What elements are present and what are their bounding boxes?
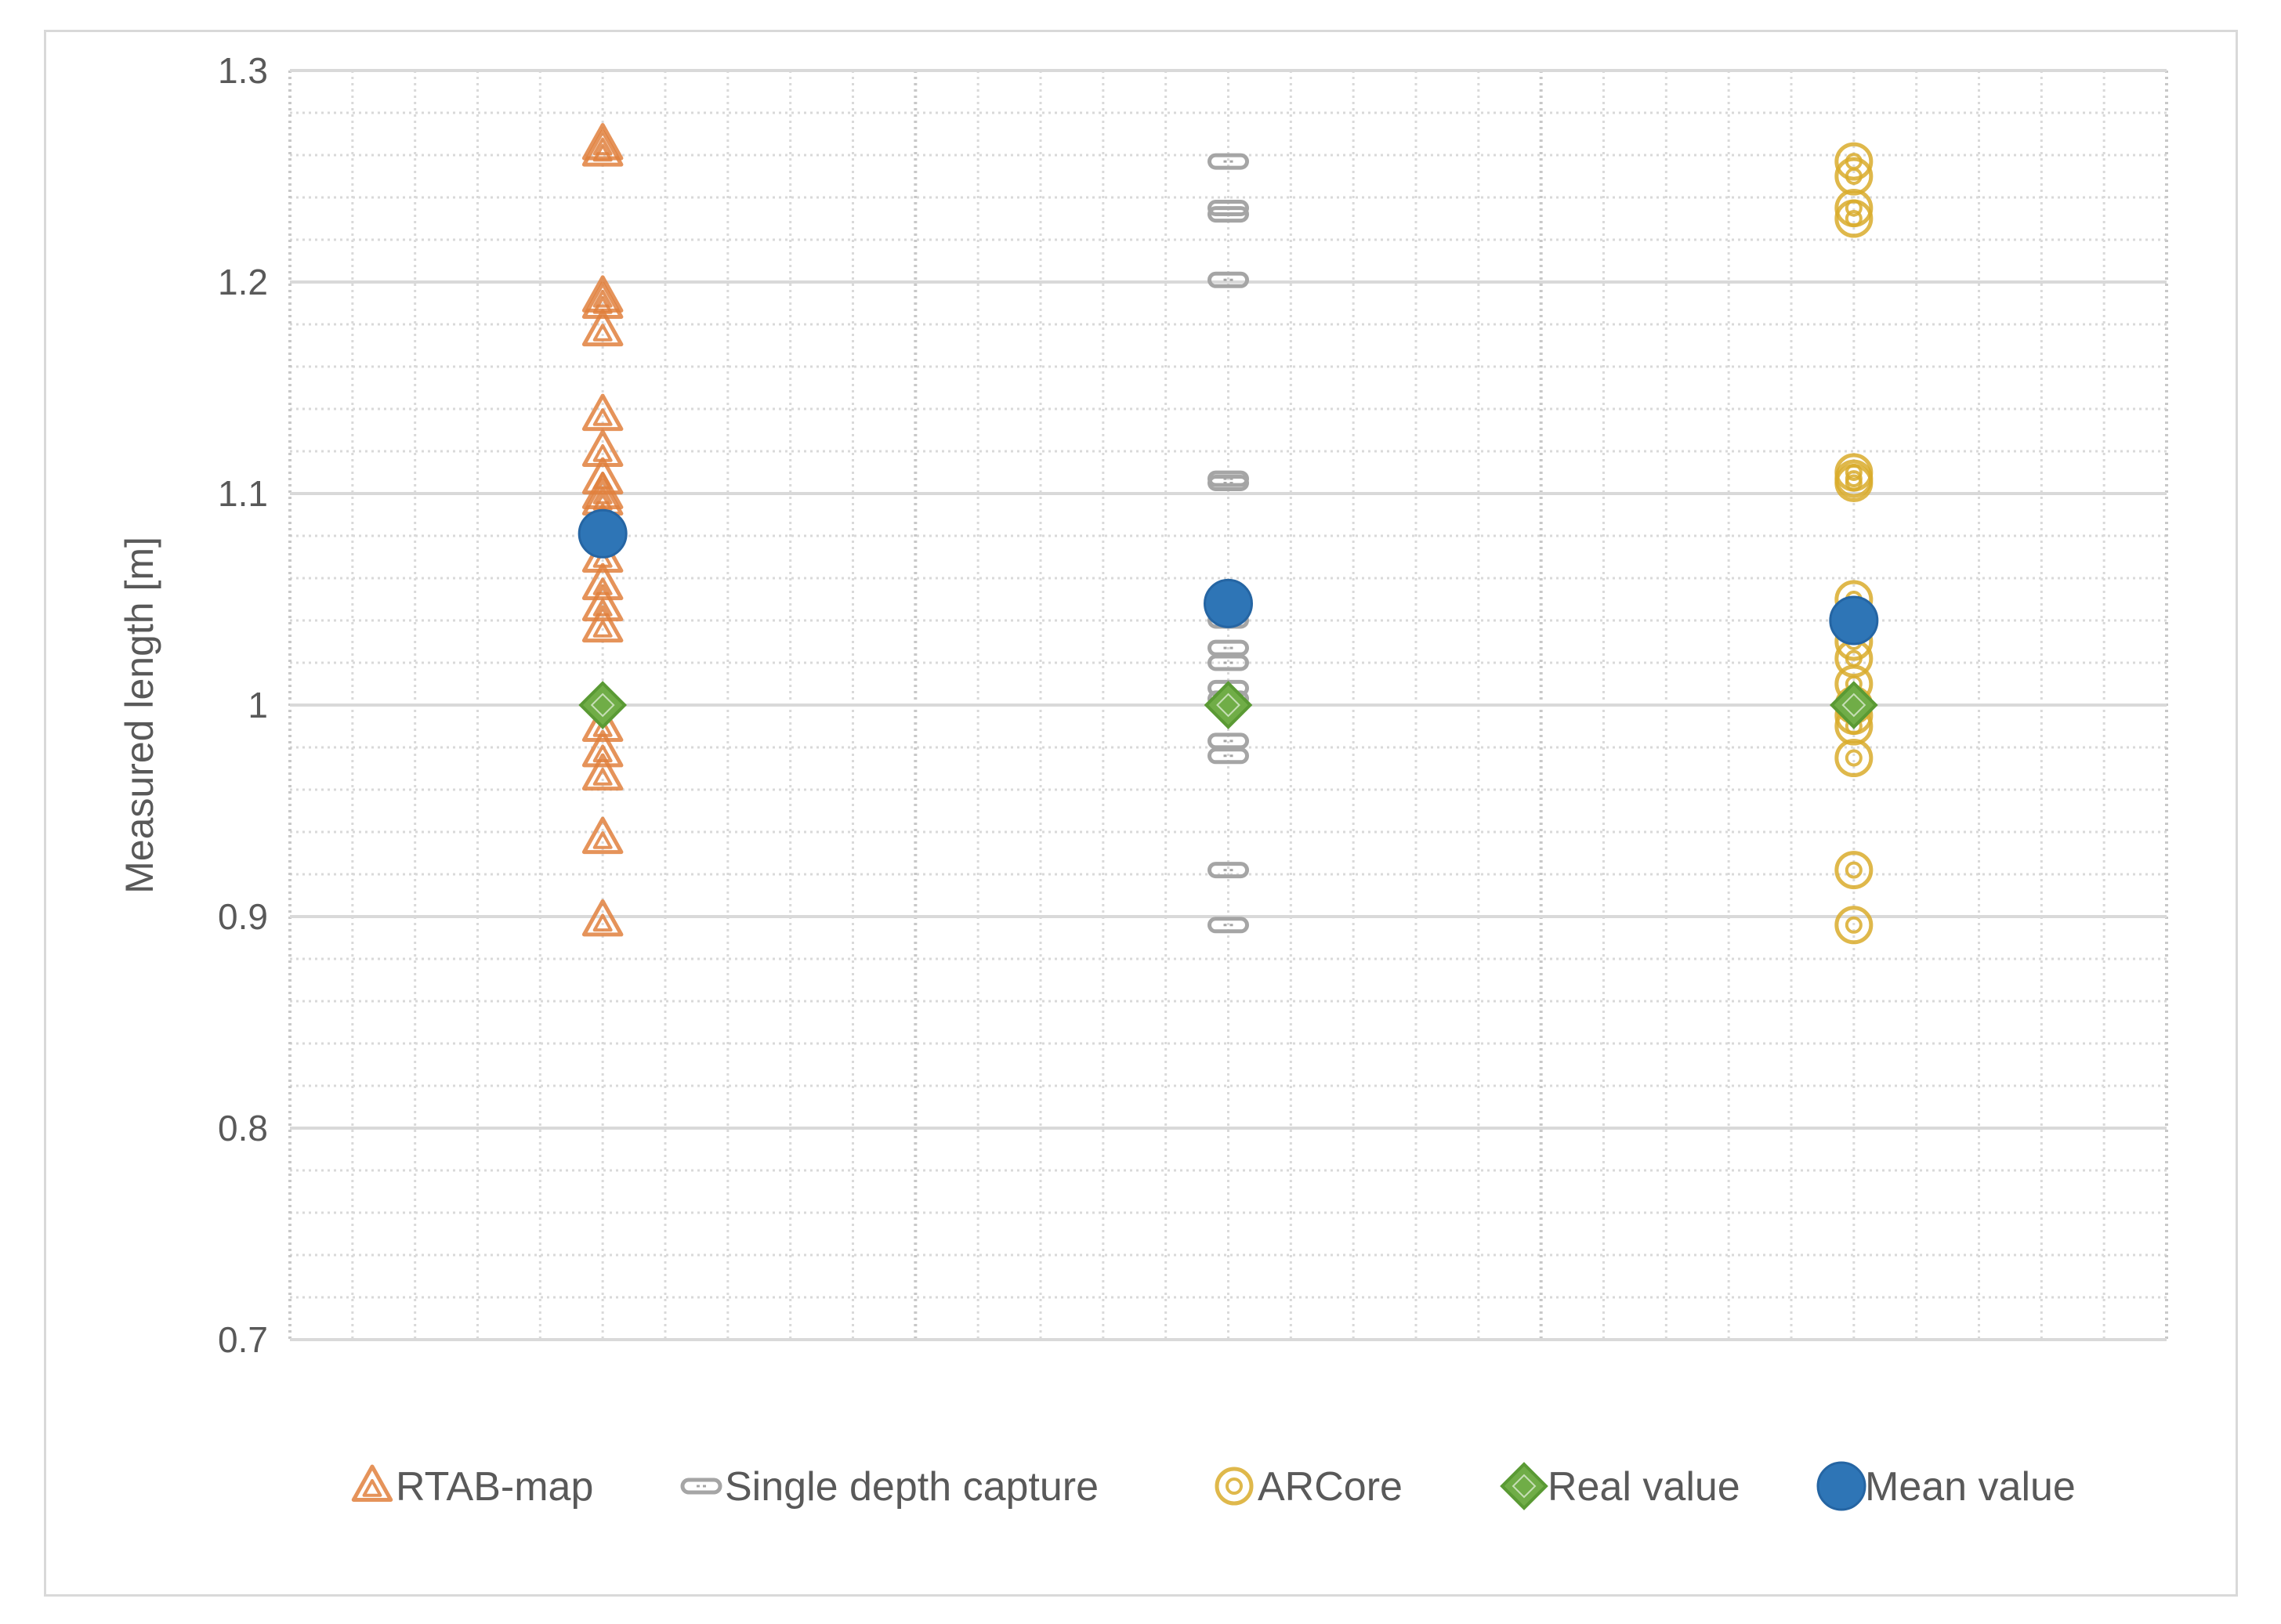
point-single-depth-capture [1207, 206, 1249, 223]
point-single-depth-capture [1207, 153, 1249, 170]
legend-marker-circle [1816, 1461, 1866, 1511]
legend-item: Real value [1500, 1462, 1740, 1510]
point-single-depth-capture [1207, 732, 1249, 750]
legend-item: ARCore [1215, 1464, 1403, 1510]
point-rtab-map [581, 129, 624, 167]
point-arcore [1834, 157, 1874, 196]
point-rtab-map [581, 309, 624, 347]
legend-item: Single depth capture [680, 1464, 1099, 1510]
y-tick-label: 1.1 [218, 473, 268, 514]
point-arcore [1834, 464, 1874, 502]
y-axis-title: Measured length [m] [118, 537, 161, 894]
point-real-value [1204, 681, 1253, 729]
legend-label: ARCore [1258, 1464, 1403, 1510]
legend: RTAB-map Single depth capture ARCore Real v… [351, 1461, 2076, 1511]
point-single-depth-capture [1207, 917, 1249, 934]
legend-label: Real value [1548, 1464, 1740, 1510]
point-rtab-map [581, 393, 624, 432]
point-single-depth-capture [1207, 747, 1249, 765]
point-rtab-map [581, 899, 624, 937]
y-tick-label: 0.7 [218, 1319, 268, 1360]
point-real-value [1830, 681, 1878, 729]
y-tick-label: 1 [248, 685, 268, 725]
point-mean-value [1829, 595, 1879, 646]
point-arcore [1834, 739, 1874, 777]
legend-marker-triangle [351, 1464, 393, 1502]
point-arcore [1834, 906, 1874, 945]
y-tick-label: 1.2 [218, 262, 268, 302]
point-single-depth-capture [1207, 639, 1249, 656]
data-points [577, 123, 1879, 945]
point-real-value [578, 681, 627, 729]
point-mean-value [577, 508, 628, 559]
y-axis-ticks: 0.7 0.8 0.9 1 1.1 1.2 1.3 [218, 50, 268, 1360]
point-arcore [1834, 199, 1874, 238]
y-tick-label: 0.8 [218, 1108, 268, 1148]
legend-marker-dash [680, 1478, 722, 1495]
legend-label: Mean value [1865, 1464, 2076, 1510]
point-single-depth-capture [1207, 271, 1249, 288]
point-rtab-map [581, 753, 624, 791]
point-arcore [1834, 851, 1874, 890]
y-tick-label: 0.9 [218, 896, 268, 937]
point-rtab-map [581, 584, 624, 622]
point-single-depth-capture [1207, 862, 1249, 879]
legend-item: Mean value [1816, 1461, 2076, 1511]
legend-label: RTAB-map [396, 1464, 593, 1510]
point-rtab-map [581, 562, 624, 601]
legend-item: RTAB-map [351, 1464, 593, 1510]
point-mean-value [1204, 578, 1253, 628]
y-tick-label: 1.3 [218, 50, 268, 91]
point-rtab-map [581, 816, 624, 855]
point-rtab-map [581, 729, 624, 768]
legend-marker-target [1215, 1467, 1254, 1506]
point-rtab-map [581, 123, 624, 161]
point-single-depth-capture [1207, 654, 1249, 671]
point-rtab-map [581, 605, 624, 643]
point-single-depth-capture [1207, 475, 1249, 491]
chart-frame [44, 30, 2238, 1597]
legend-marker-diamond [1500, 1462, 1548, 1510]
legend-label: Single depth capture [725, 1464, 1099, 1510]
